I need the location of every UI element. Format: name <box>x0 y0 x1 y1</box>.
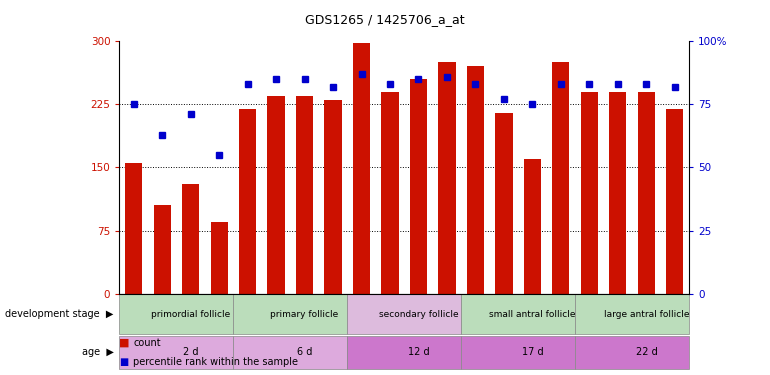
Bar <box>239 108 256 294</box>
Bar <box>524 159 541 294</box>
Bar <box>575 336 689 369</box>
Text: primordial follicle: primordial follicle <box>151 310 230 319</box>
Text: 2 d: 2 d <box>182 347 199 357</box>
Text: GDS1265 / 1425706_a_at: GDS1265 / 1425706_a_at <box>305 13 465 26</box>
Bar <box>609 92 627 294</box>
Bar <box>153 205 171 294</box>
Bar <box>410 79 427 294</box>
Text: large antral follicle: large antral follicle <box>604 310 689 319</box>
Bar <box>296 96 313 294</box>
Text: primary follicle: primary follicle <box>270 310 339 319</box>
Text: count: count <box>133 338 161 348</box>
Text: 12 d: 12 d <box>407 347 430 357</box>
Bar <box>233 294 347 334</box>
Bar <box>467 66 484 294</box>
Bar <box>182 184 199 294</box>
Bar <box>552 62 570 294</box>
Bar <box>347 336 461 369</box>
Bar <box>353 43 370 294</box>
Bar <box>324 100 342 294</box>
Bar <box>638 92 655 294</box>
Bar <box>575 294 689 334</box>
Bar <box>461 336 575 369</box>
Text: 22 d: 22 d <box>635 347 658 357</box>
Text: ■: ■ <box>119 357 129 367</box>
Text: percentile rank within the sample: percentile rank within the sample <box>133 357 298 367</box>
Text: 17 d: 17 d <box>521 347 544 357</box>
Bar <box>666 108 684 294</box>
Bar <box>119 336 233 369</box>
Bar <box>581 92 598 294</box>
Bar <box>125 163 142 294</box>
Bar <box>495 113 513 294</box>
Bar <box>267 96 285 294</box>
Text: development stage  ▶: development stage ▶ <box>5 309 114 319</box>
Bar <box>438 62 456 294</box>
Bar <box>347 294 461 334</box>
Text: secondary follicle: secondary follicle <box>379 310 458 319</box>
Text: 6 d: 6 d <box>297 347 312 357</box>
Bar <box>233 336 347 369</box>
Bar <box>461 294 575 334</box>
Bar <box>119 294 233 334</box>
Bar <box>210 222 228 294</box>
Text: ■: ■ <box>119 338 130 348</box>
Text: small antral follicle: small antral follicle <box>489 310 576 319</box>
Bar <box>381 92 399 294</box>
Text: age  ▶: age ▶ <box>82 347 114 357</box>
